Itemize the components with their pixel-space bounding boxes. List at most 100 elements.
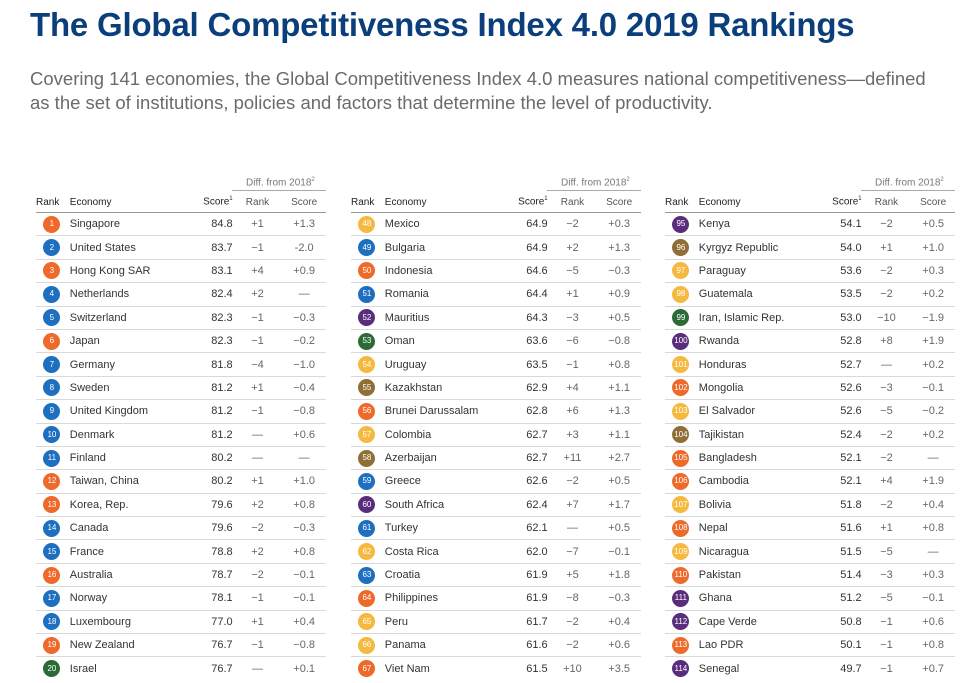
- economy-name: Brunei Darussalam: [384, 405, 479, 418]
- economy-name: Sweden: [69, 381, 110, 394]
- score-value: 52.8: [840, 335, 862, 348]
- economy-name: Azerbaijan: [384, 452, 437, 465]
- rank-badge: 59: [358, 472, 376, 490]
- rank-change: −10: [877, 311, 896, 324]
- rank-cell: 5: [36, 309, 68, 327]
- rank-change: —: [880, 358, 892, 371]
- rank-cell: 103: [665, 402, 697, 420]
- rank-cell: 11: [36, 449, 68, 467]
- rank-cell: 110: [665, 566, 697, 584]
- economy-name: Bangladesh: [698, 452, 757, 465]
- ranking-column: Diff. from 20182 Rank Economy Score1 Rank Sco…: [351, 174, 641, 680]
- score-change: −1.0: [293, 358, 315, 371]
- rank-cell: 15: [36, 543, 68, 561]
- score-change: −0.1: [293, 592, 315, 605]
- divider: [232, 190, 326, 191]
- rank-badge: 104: [672, 426, 690, 444]
- rank-badge: 106: [672, 472, 690, 490]
- score-value: 64.4: [526, 288, 548, 301]
- rank-change: +4: [880, 475, 893, 488]
- rank-change: +2: [566, 241, 579, 254]
- header-diff-rank: Rank: [874, 196, 899, 208]
- rank-change: −3: [880, 569, 893, 582]
- economy-name: Singapore: [69, 218, 120, 231]
- score-change: +0.6: [293, 428, 315, 441]
- economy-name: Turkey: [384, 522, 418, 535]
- score-value: 51.2: [840, 592, 862, 605]
- score-value: 83.1: [211, 264, 233, 277]
- score-value: 62.0: [526, 545, 548, 558]
- score-value: 81.2: [211, 405, 233, 418]
- table-header: Rank Economy Score1 Rank Score: [351, 192, 641, 213]
- economy-name: Bolivia: [698, 498, 732, 511]
- table-row: 56 Brunei Darussalam 62.8 +6 +1.3: [351, 400, 641, 424]
- table-row: 20 Israel 76.7 — +0.1: [36, 657, 326, 679]
- table-row: 64 Philippines 61.9 −8 −0.3: [351, 587, 641, 611]
- rank-badge: 16: [43, 566, 61, 584]
- rank-badge: 101: [672, 356, 690, 374]
- economy-name: Netherlands: [69, 288, 130, 301]
- rank-change: −8: [566, 592, 579, 605]
- rank-badge: 2: [43, 239, 61, 257]
- score-change: −0.4: [293, 381, 315, 394]
- rank-change: +2: [251, 498, 264, 511]
- table-row: 9 United Kingdom 81.2 −1 −0.8: [36, 400, 326, 424]
- table-row: 12 Taiwan, China 80.2 +1 +1.0: [36, 470, 326, 494]
- score-value: 64.6: [526, 264, 548, 277]
- table-header: Rank Economy Score1 Rank Score: [36, 192, 326, 213]
- rank-badge: 6: [43, 332, 61, 350]
- score-change: +0.5: [608, 522, 630, 535]
- score-change: −0.2: [922, 405, 944, 418]
- economy-name: New Zealand: [69, 639, 135, 652]
- rank-change: −1: [251, 405, 264, 418]
- table-row: 17 Norway 78.1 −1 −0.1: [36, 587, 326, 611]
- economy-name: Tajikistan: [698, 428, 745, 441]
- table-row: 106 Cambodia 52.1 +4 +1.9: [665, 470, 955, 494]
- rank-badge: 97: [672, 262, 690, 280]
- rank-cell: 56: [351, 402, 383, 420]
- score-value: 53.6: [840, 264, 862, 277]
- score-value: 61.7: [526, 615, 548, 628]
- rank-change: +1: [566, 288, 579, 301]
- rank-cell: 16: [36, 566, 68, 584]
- score-change: +0.6: [608, 639, 630, 652]
- score-value: 79.6: [211, 522, 233, 535]
- rank-cell: 50: [351, 262, 383, 280]
- economy-name: United States: [69, 241, 136, 254]
- economy-name: Korea, Rep.: [69, 498, 129, 511]
- rank-badge: 96: [672, 239, 690, 257]
- rank-badge: 7: [43, 356, 61, 374]
- rank-badge: 17: [43, 589, 61, 607]
- header-economy: Economy: [69, 196, 112, 208]
- score-change: +0.5: [922, 218, 944, 231]
- score-value: 76.7: [211, 639, 233, 652]
- rank-cell: 95: [665, 215, 697, 233]
- header-diff-score: Score: [606, 196, 633, 208]
- economy-name: Honduras: [698, 358, 747, 371]
- economy-name: Australia: [69, 569, 113, 582]
- rank-badge: 51: [358, 285, 376, 303]
- score-value: 64.9: [526, 241, 548, 254]
- economy-name: Japan: [69, 335, 100, 348]
- economy-name: Switzerland: [69, 311, 127, 324]
- economy-name: Denmark: [69, 428, 115, 441]
- score-change: +1.0: [922, 241, 944, 254]
- rank-badge: 95: [672, 215, 690, 233]
- score-value: 61.5: [526, 662, 548, 675]
- rank-badge: 58: [358, 449, 376, 467]
- economy-name: Peru: [384, 615, 409, 628]
- rank-badge: 1: [43, 215, 61, 233]
- score-change: +1.1: [608, 428, 630, 441]
- header-score: Score1: [203, 196, 233, 208]
- rank-change: −2: [880, 428, 893, 441]
- rank-badge: 63: [358, 566, 376, 584]
- economy-name: Cape Verde: [698, 615, 757, 628]
- table-row: 3 Hong Kong SAR 83.1 +4 +0.9: [36, 260, 326, 284]
- rank-change: +5: [566, 569, 579, 582]
- rank-change: −2: [880, 264, 893, 277]
- score-value: 81.2: [211, 381, 233, 394]
- economy-name: Mongolia: [698, 381, 744, 394]
- rank-cell: 53: [351, 332, 383, 350]
- score-value: 63.6: [526, 335, 548, 348]
- rank-change: −2: [880, 452, 893, 465]
